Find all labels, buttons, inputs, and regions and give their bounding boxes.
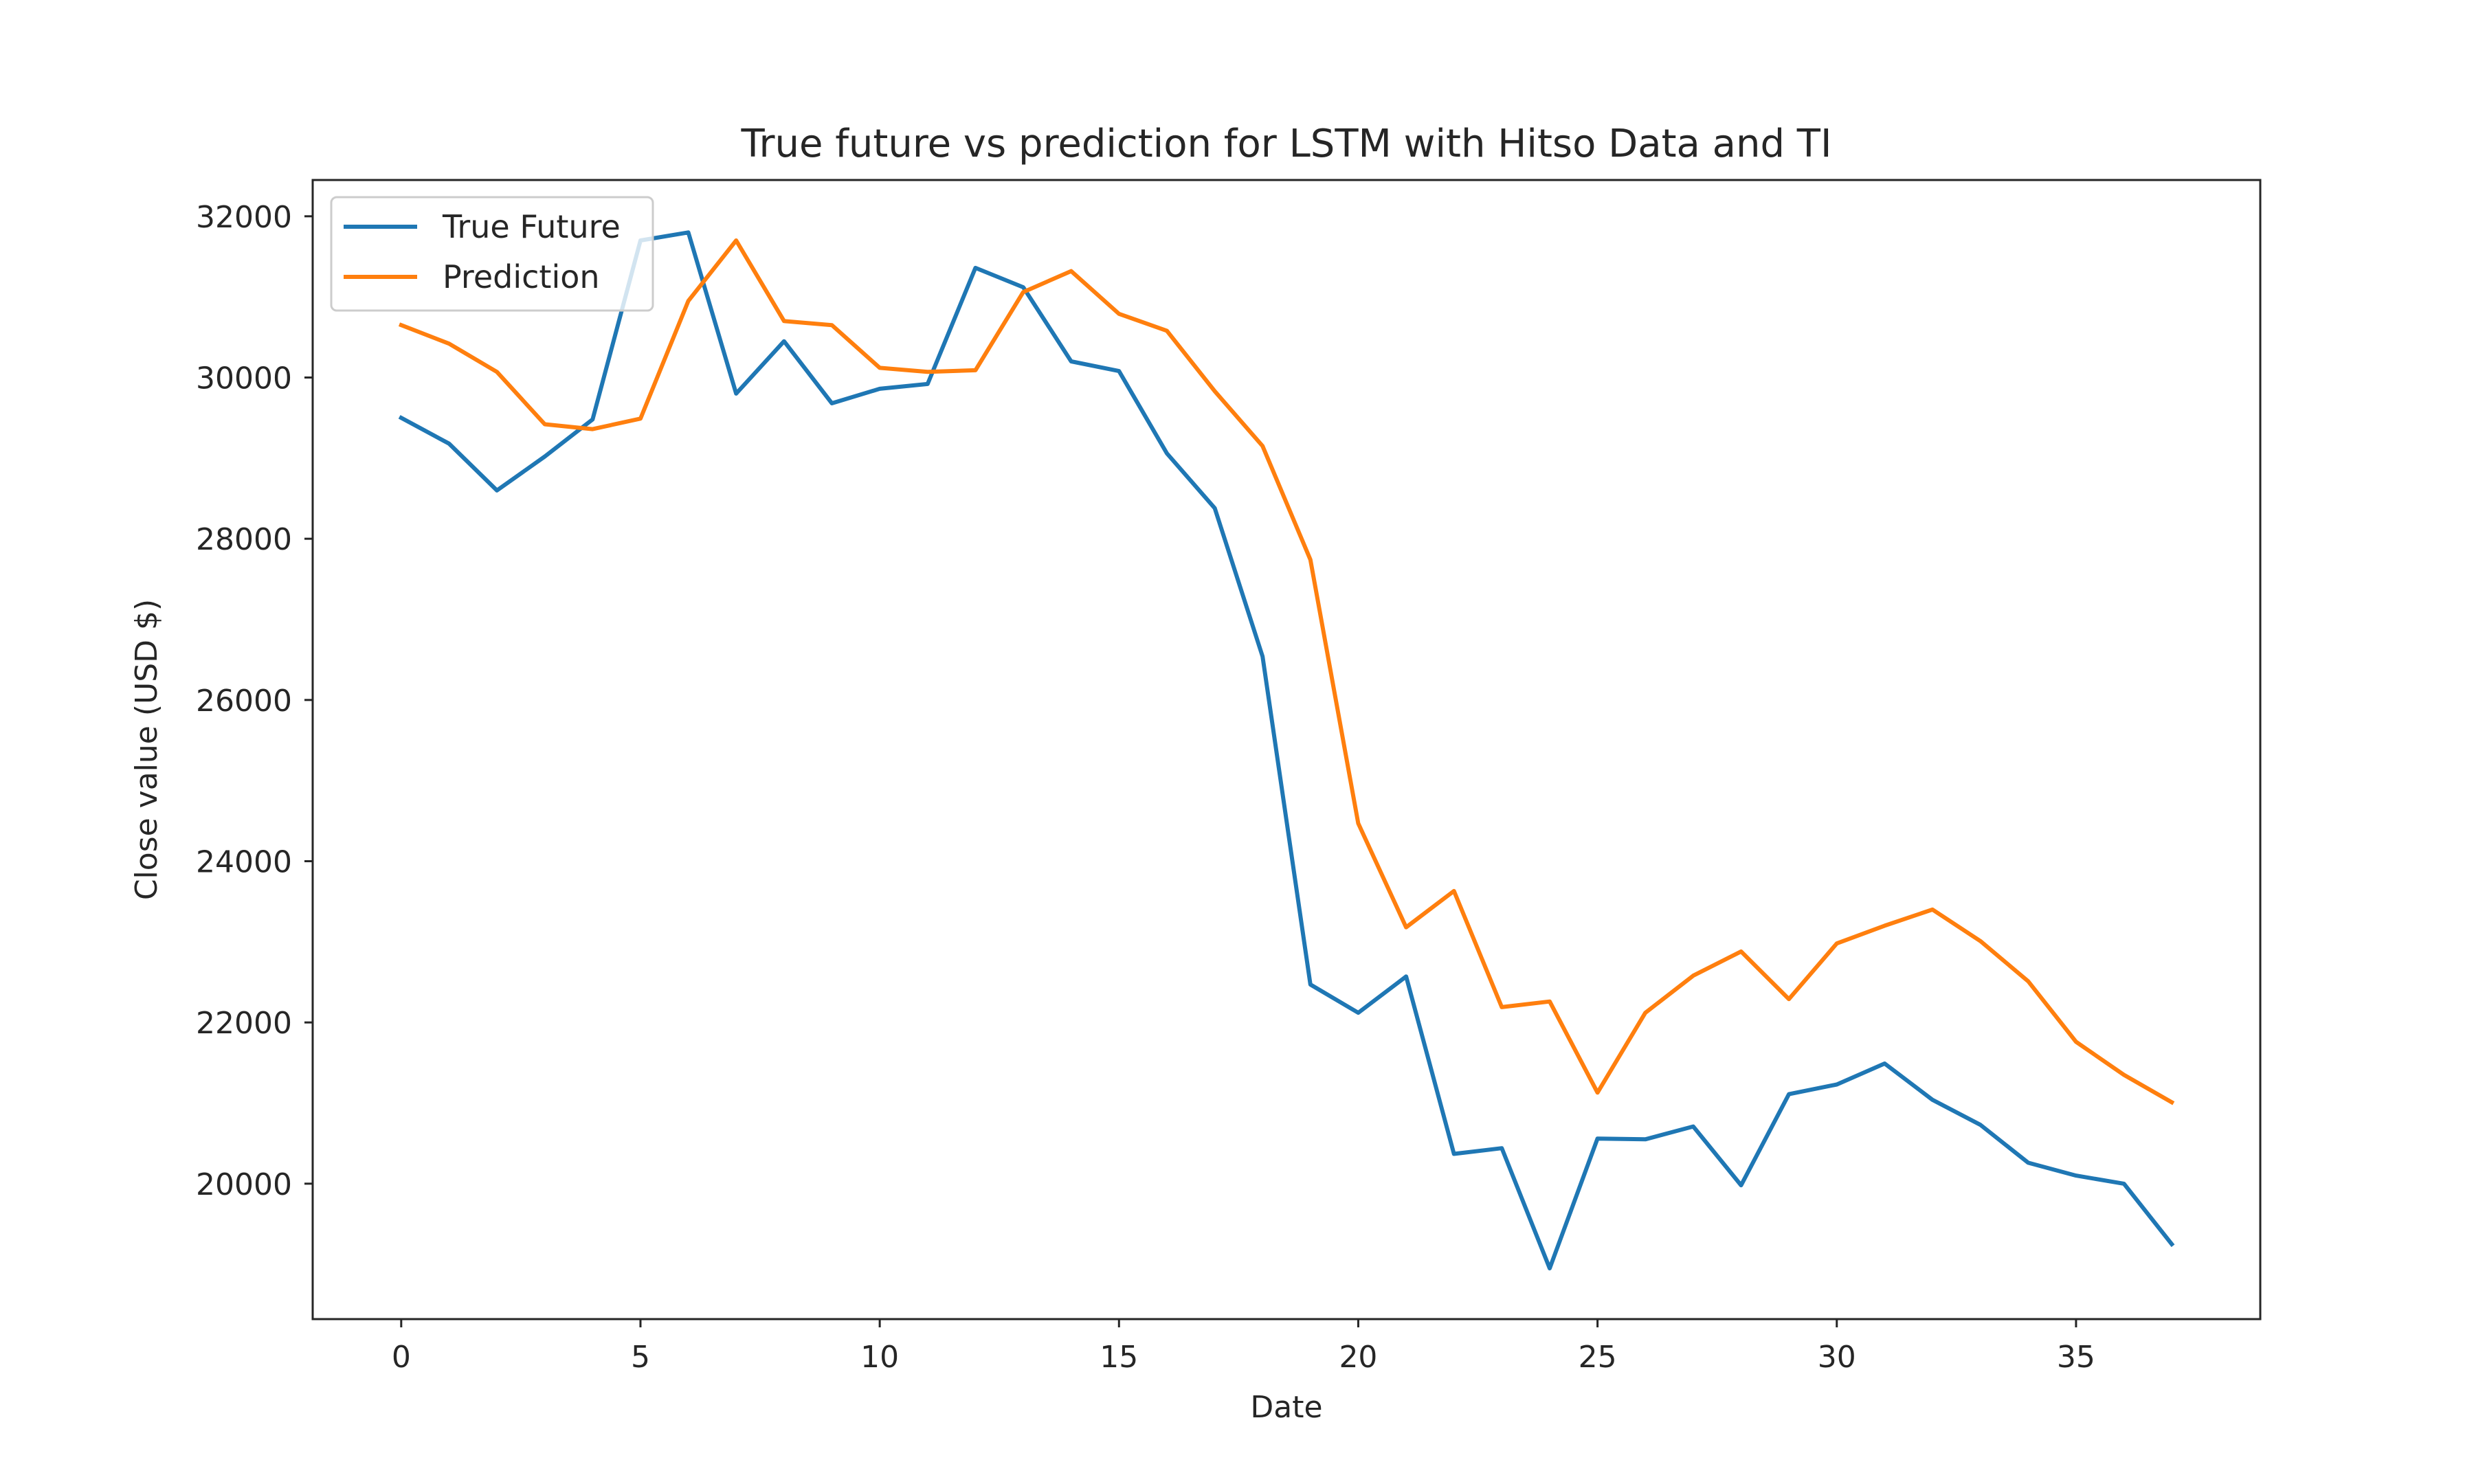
y-tick-label: 26000 xyxy=(196,684,292,719)
x-tick-label: 10 xyxy=(860,1340,899,1375)
plot-area xyxy=(313,180,2260,1319)
x-axis: 0 5 10 15 20 25 30 35 xyxy=(392,1319,2095,1375)
legend-label-2: Prediction xyxy=(443,258,600,295)
y-tick-label: 20000 xyxy=(196,1167,292,1202)
x-tick-label: 30 xyxy=(1818,1340,1856,1375)
x-tick-label: 35 xyxy=(2057,1340,2095,1375)
series-lines xyxy=(398,230,2175,1271)
y-tick-label: 32000 xyxy=(196,200,292,235)
y-tick-label: 30000 xyxy=(196,361,292,396)
legend-label-1: True Future xyxy=(442,208,621,245)
x-tick-label: 25 xyxy=(1579,1340,1617,1375)
legend: True Future Prediction xyxy=(330,196,654,312)
chart-title: True future vs prediction for LSTM with … xyxy=(740,122,1831,166)
series-line-2 xyxy=(398,238,2175,1105)
plot-background xyxy=(313,180,2260,1319)
x-tick-label: 15 xyxy=(1100,1340,1138,1375)
y-axis-label: Close value (USD $) xyxy=(129,599,164,900)
x-tick-label: 0 xyxy=(392,1340,411,1375)
y-tick-label: 28000 xyxy=(196,522,292,557)
y-tick-label: 24000 xyxy=(196,845,292,880)
x-tick-label: 20 xyxy=(1339,1340,1377,1375)
y-tick-label: 22000 xyxy=(196,1006,292,1041)
plot-frame xyxy=(311,179,2262,1320)
y-axis: 20000 22000 24000 26000 28000 30000 32000 xyxy=(196,200,313,1202)
x-tick-label: 5 xyxy=(631,1340,650,1375)
series-line-1 xyxy=(398,230,2175,1271)
x-axis-label: Date xyxy=(1250,1390,1322,1425)
